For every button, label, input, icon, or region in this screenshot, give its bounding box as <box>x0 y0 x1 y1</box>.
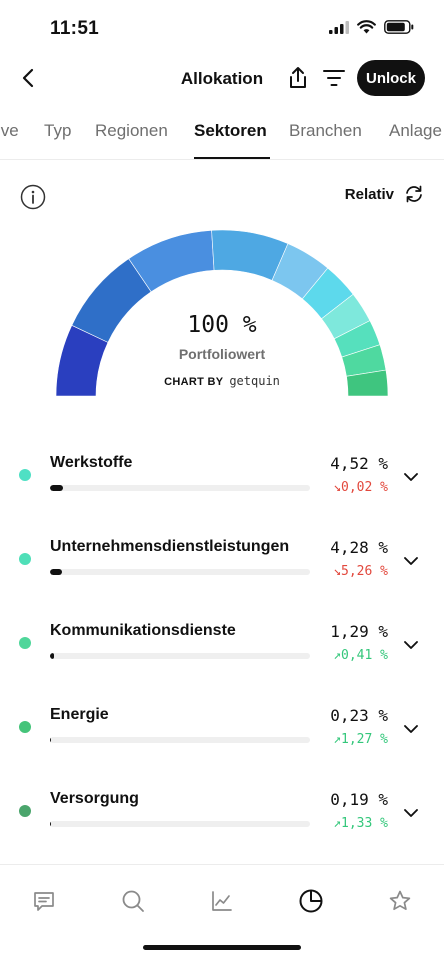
back-button[interactable] <box>14 64 42 92</box>
gauge-subtitle: Portfoliowert <box>178 346 266 362</box>
battery-icon <box>384 20 414 34</box>
expand-button[interactable] <box>400 466 422 488</box>
relativ-toggle[interactable]: Relativ <box>345 185 424 203</box>
expand-button[interactable] <box>400 802 422 824</box>
star-icon <box>389 890 411 911</box>
tab-ive[interactable]: ive <box>0 121 19 140</box>
tab-branchen[interactable]: Branchen <box>289 121 362 140</box>
sector-color-dot <box>19 637 31 649</box>
sector-change: ↗1,27 % <box>333 732 388 747</box>
pie-chart-icon <box>299 889 323 913</box>
sector-change: ↘0,02 % <box>333 480 388 495</box>
tab-regionen[interactable]: Regionen <box>95 121 168 140</box>
sector-percent: 4,28 % <box>330 538 388 557</box>
tab-anlage[interactable]: Anlage <box>389 121 442 140</box>
chart-by-label: CHART BY <box>164 376 224 388</box>
info-icon <box>20 184 46 210</box>
home-indicator <box>143 945 301 950</box>
bottom-tab-search[interactable] <box>119 887 147 915</box>
sector-change: ↘5,26 % <box>333 564 388 579</box>
bottom-tab-allocation[interactable] <box>297 887 325 915</box>
expand-button[interactable] <box>400 550 422 572</box>
sector-share-bar <box>50 485 310 491</box>
sector-color-dot <box>19 805 31 817</box>
chart-icon <box>212 891 232 911</box>
sector-percent: 4,52 % <box>330 454 388 473</box>
sector-color-dot <box>19 721 31 733</box>
navigation-bar: Allokation Unlock <box>0 56 444 102</box>
sector-share-bar <box>50 821 310 827</box>
gauge-value: 100 % <box>187 312 257 338</box>
status-bar: 11:51 <box>0 0 444 56</box>
share-button[interactable] <box>284 64 312 92</box>
page-title: Allokation <box>180 69 264 88</box>
sector-change: ↗1,33 % <box>333 816 388 831</box>
sector-percent: 1,29 % <box>330 622 388 641</box>
bottom-tab-watchlist[interactable] <box>386 887 414 915</box>
cellular-signal-icon <box>329 20 349 34</box>
sector-share-fill <box>50 737 52 743</box>
sector-percent: 0,19 % <box>330 790 388 809</box>
relativ-label: Relativ <box>344 185 394 203</box>
sector-name: Versorgung <box>50 790 139 807</box>
feed-icon <box>34 892 54 911</box>
sector-change: ↗0,41 % <box>333 648 388 663</box>
sector-percent: 0,23 % <box>330 706 388 725</box>
share-icon <box>290 67 306 88</box>
bottom-tab-chart[interactable] <box>208 887 236 915</box>
search-icon <box>122 890 144 912</box>
chevron-down-icon <box>404 641 418 649</box>
chevron-left-icon <box>22 68 34 88</box>
sector-share-bar <box>50 737 310 743</box>
chart-by-brand: getquin <box>229 374 280 388</box>
chart-attribution: CHART BY getquin <box>0 374 444 388</box>
chevron-down-icon <box>404 557 418 565</box>
list-item[interactable]: Versorgung 0,19 % ↗1,33 % <box>0 776 444 860</box>
list-item[interactable]: Unternehmensdienstleistungen 4,28 % ↘5,2… <box>0 524 444 608</box>
tab-sektoren[interactable]: Sektoren <box>194 121 267 140</box>
sector-name: Energie <box>50 706 109 723</box>
sector-share-fill <box>50 821 52 827</box>
sector-share-fill <box>50 569 63 575</box>
allocation-tabs: ive Typ Regionen Sektoren Branchen Anlag… <box>0 110 444 160</box>
wifi-icon <box>357 20 376 34</box>
expand-button[interactable] <box>400 634 422 656</box>
filter-icon <box>323 70 345 86</box>
sector-share-fill <box>50 485 63 491</box>
chevron-down-icon <box>404 725 418 733</box>
gauge-segment <box>346 369 388 396</box>
bottom-tab-feed[interactable] <box>30 887 58 915</box>
sector-name: Unternehmensdienstleistungen <box>50 538 290 555</box>
refresh-icon <box>406 185 422 203</box>
expand-button[interactable] <box>400 718 422 740</box>
active-tab-indicator <box>194 157 270 159</box>
list-item[interactable]: Kommunikationsdienste 1,29 % ↗0,41 % <box>0 608 444 692</box>
info-button[interactable] <box>20 184 46 210</box>
tab-typ[interactable]: Typ <box>44 121 72 140</box>
filter-button[interactable] <box>320 64 348 92</box>
sector-name: Kommunikationsdienste <box>50 622 236 639</box>
bottom-tab-bar <box>0 864 444 960</box>
list-item[interactable]: Energie 0,23 % ↗1,27 % <box>0 692 444 776</box>
sector-share-bar <box>50 653 310 659</box>
gauge-center: 100 % Portfoliowert CHART BY getquin <box>0 312 444 388</box>
allocation-gauge-chart <box>56 230 388 396</box>
sector-share-bar <box>50 569 310 575</box>
chevron-down-icon <box>404 473 418 481</box>
sector-list: Werkstoffe 4,52 % ↘0,02 % Unternehmensdi… <box>0 440 444 860</box>
list-item[interactable]: Werkstoffe 4,52 % ↘0,02 % <box>0 440 444 524</box>
status-icons <box>329 20 414 34</box>
sector-color-dot <box>19 469 31 481</box>
chevron-down-icon <box>404 809 418 817</box>
unlock-button[interactable]: Unlock <box>357 60 425 96</box>
sector-share-fill <box>50 653 54 659</box>
sector-name: Werkstoffe <box>50 454 133 471</box>
sector-color-dot <box>19 553 31 565</box>
status-time: 11:51 <box>50 18 100 39</box>
